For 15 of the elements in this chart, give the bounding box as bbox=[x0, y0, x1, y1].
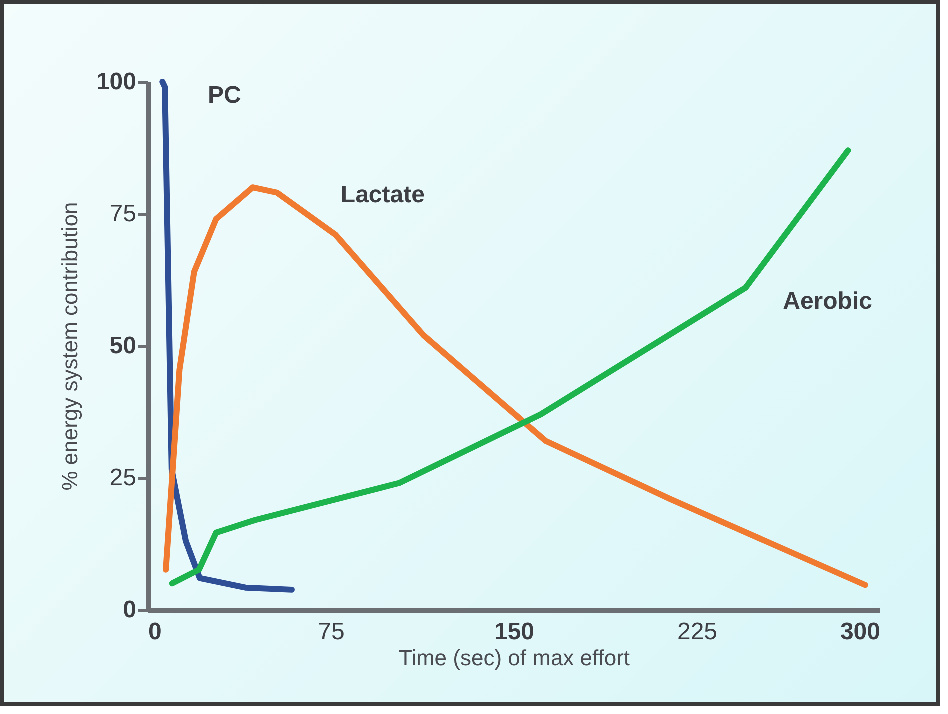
x-tick-label: 150 bbox=[494, 618, 535, 646]
x-tick-label: 75 bbox=[318, 618, 345, 646]
y-tick-label: 100 bbox=[96, 68, 136, 96]
y-tick-label: 25 bbox=[110, 464, 136, 492]
x-tick-label: 0 bbox=[148, 618, 162, 646]
y-tick-label: 50 bbox=[110, 332, 136, 360]
y-axis-title: % energy system contribution bbox=[57, 202, 82, 491]
series-label: Lactate bbox=[340, 182, 425, 209]
x-axis-title: Time (sec) of max effort bbox=[398, 646, 630, 670]
y-tick-label: 75 bbox=[110, 200, 136, 228]
series-label: Aerobic bbox=[783, 288, 872, 315]
x-tick-label: 300 bbox=[840, 618, 880, 646]
series-label: PC bbox=[208, 82, 242, 109]
x-tick-label: 225 bbox=[677, 618, 718, 646]
y-tick-label: 0 bbox=[123, 596, 136, 624]
